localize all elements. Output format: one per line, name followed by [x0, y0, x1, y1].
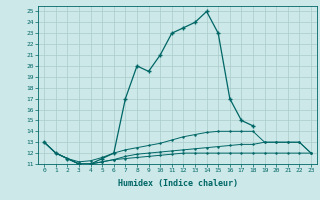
X-axis label: Humidex (Indice chaleur): Humidex (Indice chaleur) [118, 179, 238, 188]
